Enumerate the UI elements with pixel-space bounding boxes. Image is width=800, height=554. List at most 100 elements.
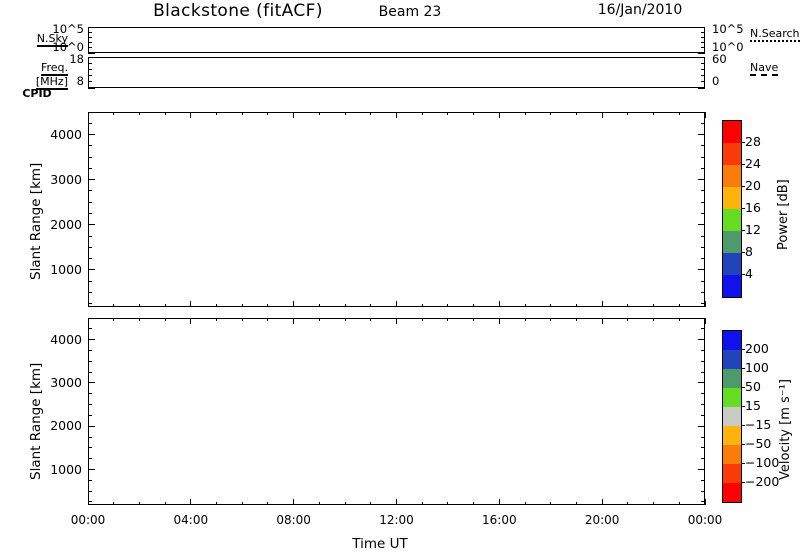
small-panel-y-tick: [698, 26, 705, 28]
small-panel-y-tick: [88, 52, 95, 54]
x-minor-tick: [164, 318, 166, 321]
power-colorbar-title: Power [dB]: [776, 179, 791, 250]
x-minor-tick: [164, 112, 166, 115]
y-minor-tick: [88, 190, 92, 192]
x-minor-tick: [164, 304, 166, 307]
y-minor-tick: [88, 317, 92, 319]
x-minor-tick: [447, 112, 449, 115]
x-major-tick: [601, 112, 603, 118]
small-panel-y-tick: [701, 75, 705, 77]
y-minor-tick: [701, 414, 705, 416]
colorbar-tick: [741, 273, 745, 275]
y-minor-tick: [701, 371, 705, 373]
x-minor-tick: [138, 502, 140, 505]
colorbar-tick: [741, 163, 745, 165]
page-title: Blackstone (fitACF): [153, 1, 323, 21]
y-minor-tick: [88, 490, 92, 492]
y-major-tick: [698, 269, 705, 271]
colorbar-tick-label: −50: [745, 436, 772, 451]
x-major-tick: [190, 301, 192, 307]
x-major-tick: [87, 112, 89, 118]
x-major-tick: [498, 318, 500, 324]
colorbar-segment: [723, 331, 741, 350]
y-tick-label: 1000: [50, 461, 82, 477]
date-label: 16/Jan/2010: [597, 2, 683, 18]
nave-legend-text: Nave: [750, 61, 779, 76]
cpid-label: CPID: [22, 87, 52, 100]
x-minor-tick: [216, 304, 218, 307]
nsky-left-label-text: N.Sky: [36, 32, 68, 47]
colorbar-segment: [723, 253, 741, 275]
x-major-tick: [704, 499, 706, 505]
x-tick-label: 04:00: [173, 513, 209, 527]
colorbar-tick: [741, 207, 745, 209]
beam-label: Beam 23: [378, 4, 442, 20]
x-minor-tick: [344, 304, 346, 307]
x-minor-tick: [318, 318, 320, 321]
y-minor-tick: [701, 328, 705, 330]
y-minor-tick: [88, 404, 92, 406]
x-minor-tick: [421, 318, 423, 321]
small-panel-y-tick: [88, 62, 92, 64]
y-minor-tick: [88, 360, 92, 362]
colorbar-tick-label: 100: [745, 360, 769, 375]
x-minor-tick: [241, 112, 243, 115]
x-minor-tick: [138, 112, 140, 115]
nsky-left-label: N.Sky: [6, 33, 68, 47]
colorbar-segment: [723, 121, 741, 143]
y-major-tick: [698, 224, 705, 226]
x-minor-tick: [318, 112, 320, 115]
y-minor-tick: [701, 317, 705, 319]
x-tick-label: 08:00: [276, 513, 311, 527]
x-minor-tick: [524, 318, 526, 321]
y-minor-tick: [88, 479, 92, 481]
colorbar-segment: [723, 483, 741, 502]
x-major-tick: [704, 112, 706, 118]
x-minor-tick: [216, 112, 218, 115]
y-major-tick: [88, 425, 95, 427]
x-minor-tick: [627, 304, 629, 307]
small-panel-y-tick: [701, 68, 705, 70]
x-minor-tick: [678, 112, 680, 115]
colorbar-segment: [723, 464, 741, 483]
small-panel-y-tick: [88, 47, 92, 49]
x-major-tick: [704, 318, 706, 324]
y-minor-tick: [88, 501, 92, 503]
x-minor-tick: [318, 304, 320, 307]
x-major-tick: [293, 318, 295, 324]
y-minor-tick: [88, 349, 92, 351]
colorbar-tick-label: 28: [745, 134, 761, 149]
nsearch-ymin-label: 10^0: [712, 40, 744, 54]
colorbar-tick: [741, 251, 745, 253]
small-panel-y-tick: [88, 68, 92, 70]
y-minor-tick: [701, 404, 705, 406]
velocity-colorbar: [722, 330, 742, 503]
y-tick-label: 2000: [50, 216, 82, 232]
colorbar-tick-label: −100: [745, 455, 780, 470]
x-minor-tick: [473, 304, 475, 307]
colorbar-tick: [741, 367, 745, 369]
small-panel-y-tick: [701, 42, 705, 44]
y-minor-tick: [88, 371, 92, 373]
x-minor-tick: [267, 502, 269, 505]
colorbar-tick-label: 50: [745, 379, 761, 394]
colorbar-segment: [723, 388, 741, 407]
x-minor-tick: [344, 502, 346, 505]
y-minor-tick: [701, 458, 705, 460]
y-tick-label: 2000: [50, 418, 82, 434]
x-minor-tick: [318, 502, 320, 505]
y-minor-tick: [88, 111, 92, 113]
x-minor-tick: [575, 304, 577, 307]
y-minor-tick: [88, 235, 92, 237]
x-minor-tick: [370, 304, 372, 307]
y-minor-tick: [701, 303, 705, 305]
x-minor-tick: [421, 304, 423, 307]
x-minor-tick: [241, 502, 243, 505]
y-minor-tick: [701, 111, 705, 113]
y-tick-label: 4000: [50, 126, 82, 142]
x-minor-tick: [370, 112, 372, 115]
x-tick-label: 00:00: [70, 513, 106, 527]
y-minor-tick: [701, 246, 705, 248]
y-major-tick: [698, 382, 705, 384]
colorbar-segment: [723, 275, 741, 297]
